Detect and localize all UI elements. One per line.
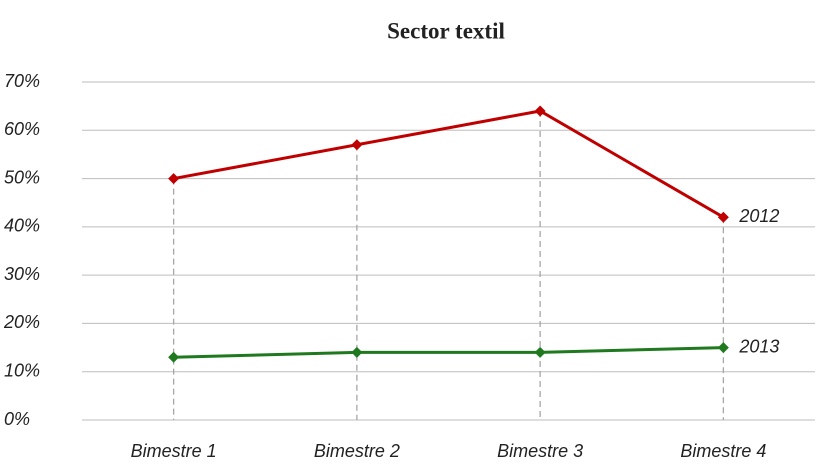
x-tick-label: Bimestre 1 [131,441,217,461]
x-tick-label: Bimestre 2 [314,441,400,461]
data-point [534,346,546,358]
series-line [173,346,724,359]
y-tick-label: 30% [4,264,40,284]
x-tick-label: Bimestre 3 [497,441,583,461]
y-tick-label: 60% [4,119,40,139]
data-point [168,351,180,363]
y-tick-label: 40% [4,216,40,236]
series-line [173,109,725,219]
data-point [717,342,729,354]
data-point [351,139,363,151]
data-point [168,173,180,185]
data-point [534,105,546,117]
y-tick-label: 70% [4,71,40,91]
data-point [351,346,363,358]
y-tick-label: 10% [4,360,40,380]
y-tick-label: 20% [3,312,40,332]
x-tick-label: Bimestre 4 [680,441,766,461]
series-label: 2013 [738,336,779,356]
y-tick-label: 0% [4,409,30,429]
y-tick-label: 50% [4,167,40,187]
chart-title: Sector textil [387,18,505,43]
data-point [717,211,729,223]
series-label: 2012 [738,206,779,226]
